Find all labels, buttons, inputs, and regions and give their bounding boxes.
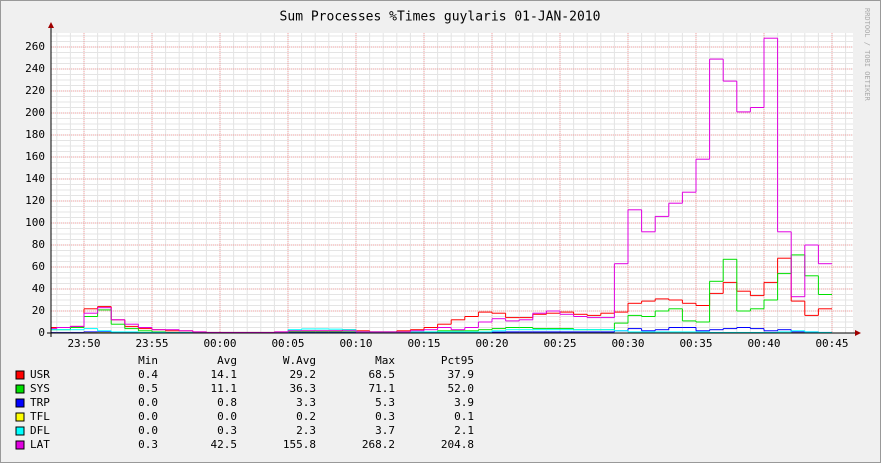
watermark: RRDTOOL / TOBI OETIKER [863, 8, 871, 102]
legend-label: USR [30, 368, 50, 381]
legend-header: W.Avg [283, 354, 316, 367]
legend-label: DFL [30, 424, 50, 437]
legend-stat: 204.8 [441, 438, 474, 451]
y-tick-label: 80 [32, 238, 45, 251]
legend-header: Avg [217, 354, 237, 367]
x-tick-label: 00:00 [203, 337, 236, 350]
legend-swatch [15, 440, 25, 450]
legend-swatch [15, 370, 25, 380]
legend-stat: 0.3 [217, 424, 237, 437]
legend-stat: 3.3 [296, 396, 316, 409]
legend-swatch [15, 412, 25, 422]
x-axis-arrow [855, 330, 861, 336]
x-tick-label: 00:15 [407, 337, 440, 350]
y-tick-label: 20 [32, 304, 45, 317]
y-tick-label: 160 [25, 150, 45, 163]
x-tick-label: 23:55 [135, 337, 168, 350]
legend-stat: 11.1 [211, 382, 238, 395]
legend-stat: 155.8 [283, 438, 316, 451]
y-tick-label: 120 [25, 194, 45, 207]
legend-stat: 52.0 [448, 382, 475, 395]
y-tick-label: 60 [32, 260, 45, 273]
legend-stat: 0.5 [138, 382, 158, 395]
legend-stat: 0.3 [138, 438, 158, 451]
x-tick-label: 00:40 [747, 337, 780, 350]
chart-title: Sum Processes %Times guylaris 01-JAN-201… [280, 10, 601, 25]
legend-stat: 37.9 [448, 368, 475, 381]
legend-stat: 0.1 [454, 410, 474, 423]
legend-stat: 0.4 [138, 368, 158, 381]
legend-stat: 5.3 [375, 396, 395, 409]
legend-stat: 0.0 [138, 396, 158, 409]
legend-stat: 3.9 [454, 396, 474, 409]
legend-stat: 268.2 [362, 438, 395, 451]
legend-stat: 36.3 [290, 382, 317, 395]
legend-header: Max [375, 354, 395, 367]
legend-stat: 3.7 [375, 424, 395, 437]
legend-label: LAT [30, 438, 50, 451]
legend-stat: 0.8 [217, 396, 237, 409]
y-tick-label: 180 [25, 128, 45, 141]
plot-area [51, 33, 853, 333]
x-tick-label: 00:05 [271, 337, 304, 350]
x-tick-label: 00:45 [815, 337, 848, 350]
legend-stat: 71.1 [369, 382, 396, 395]
legend-stat: 0.0 [138, 410, 158, 423]
x-tick-label: 00:35 [679, 337, 712, 350]
y-tick-label: 100 [25, 216, 45, 229]
legend-stat: 68.5 [369, 368, 396, 381]
legend-stat: 0.0 [217, 410, 237, 423]
legend-stat: 2.3 [296, 424, 316, 437]
y-tick-label: 220 [25, 84, 45, 97]
legend-swatch [15, 426, 25, 436]
x-tick-label: 00:30 [611, 337, 644, 350]
legend-stat: 14.1 [211, 368, 238, 381]
legend-swatch [15, 384, 25, 394]
y-tick-label: 140 [25, 172, 45, 185]
legend-swatch [15, 398, 25, 408]
legend-label: TFL [30, 410, 50, 423]
x-tick-label: 23:50 [67, 337, 100, 350]
legend-header: Min [138, 354, 158, 367]
legend: Min Avg W.Avg Max Pct95 USR 0.4 14.1 29.2 68.5 37.… [15, 354, 475, 451]
x-tick-label: 00:20 [475, 337, 508, 350]
y-axis-arrow [48, 22, 54, 28]
x-tick-label: 00:25 [543, 337, 576, 350]
legend-stat: 0.0 [138, 424, 158, 437]
legend-label: SYS [30, 382, 50, 395]
y-tick-label: 40 [32, 282, 45, 295]
y-tick-label: 240 [25, 62, 45, 75]
legend-header: Pct95 [441, 354, 474, 367]
legend-stat: 29.2 [290, 368, 317, 381]
x-tick-label: 00:10 [339, 337, 372, 350]
y-tick-label: 260 [25, 40, 45, 53]
legend-stat: 2.1 [454, 424, 474, 437]
legend-stat: 0.3 [375, 410, 395, 423]
legend-stat: 42.5 [211, 438, 238, 451]
legend-label: TRP [30, 396, 50, 409]
y-tick-label: 200 [25, 106, 45, 119]
y-tick-label: 0 [38, 326, 45, 339]
legend-stat: 0.2 [296, 410, 316, 423]
